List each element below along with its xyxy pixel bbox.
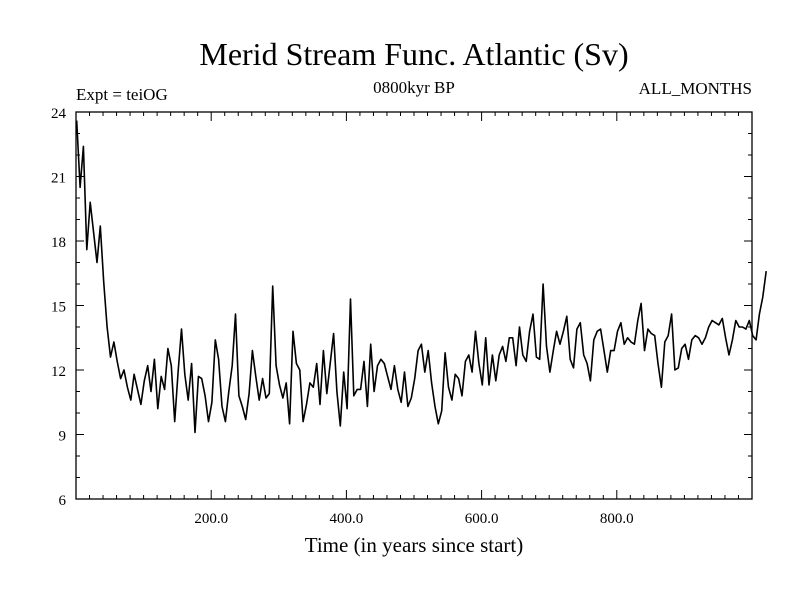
y-axis: 6 9 12 15 18 21 24: [51, 106, 752, 509]
months-label: ALL_MONTHS: [639, 79, 752, 98]
y-tick-label: 12: [51, 364, 66, 380]
chart-title: Merid Stream Func. Atlantic (Sv): [199, 36, 628, 72]
x-tick-label: 800.0: [600, 511, 634, 527]
y-tick-label: 18: [51, 235, 66, 251]
y-tick-label: 24: [51, 106, 67, 122]
y-tick-label: 6: [59, 493, 67, 509]
y-tick-label: 15: [51, 300, 66, 316]
series-layer: [75, 120, 767, 434]
period-label: 0800kyr BP: [373, 78, 455, 97]
x-axis: 200.0 400.0 600.0 800.0: [89, 112, 739, 527]
y-tick-label: 9: [59, 429, 67, 445]
x-tick-label: 400.0: [330, 511, 364, 527]
x-tick-label: 200.0: [194, 511, 228, 527]
plot-frame: [75, 111, 753, 500]
series-line-1: [75, 120, 767, 434]
y-tick-label: 21: [51, 171, 66, 187]
x-axis-label: Time (in years since start): [305, 533, 524, 557]
experiment-label: Expt = teiOG: [76, 85, 168, 104]
x-tick-label: 600.0: [465, 511, 499, 527]
